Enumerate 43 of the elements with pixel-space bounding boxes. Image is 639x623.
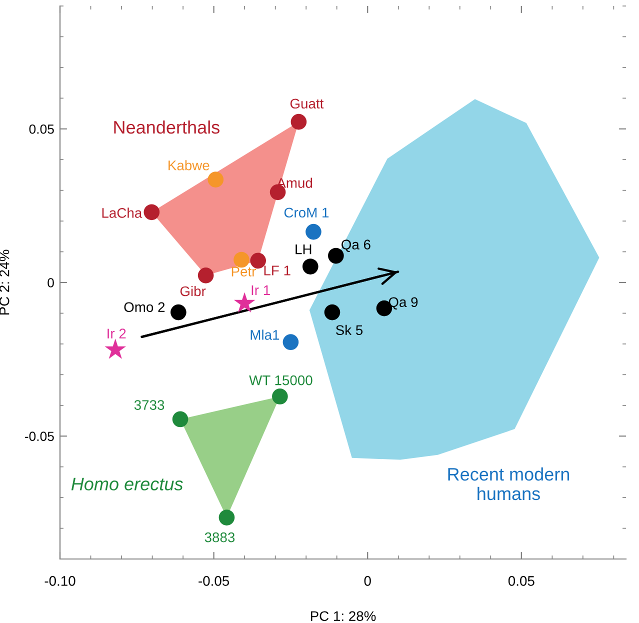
- annotation: Omo 2: [124, 302, 165, 312]
- y-tick-label: 0.05: [29, 124, 54, 134]
- point: [218, 510, 235, 526]
- point: [172, 411, 188, 428]
- point: [198, 268, 214, 284]
- annotation: Sk 5: [336, 324, 363, 336]
- point: [144, 204, 160, 220]
- x-tick-label: -0.10: [44, 576, 76, 586]
- point: [306, 224, 322, 240]
- annotation: 3733: [134, 400, 164, 410]
- annotation: Mla1: [250, 330, 280, 340]
- x-tick-label: 0: [364, 576, 371, 586]
- y-tick-label: 0: [48, 278, 54, 288]
- x-tick-label: -0.05: [198, 576, 230, 586]
- annotation: Petr: [232, 266, 256, 276]
- annotation: Ir 2: [108, 328, 126, 338]
- point: [282, 334, 299, 350]
- annotation: Qa 6: [342, 240, 370, 252]
- annotation: CroM 1: [284, 208, 329, 218]
- annotation: Kabwe: [168, 160, 210, 170]
- point: [272, 388, 288, 404]
- annotation: LaCha: [102, 208, 142, 218]
- annotation: LF 1: [264, 266, 290, 276]
- y-tick-label: -0.05: [24, 432, 54, 442]
- point: [324, 304, 340, 320]
- point: [290, 114, 307, 130]
- point: [104, 338, 126, 359]
- point: [234, 252, 250, 268]
- point: [170, 304, 186, 320]
- point: [302, 258, 318, 274]
- annotation: Homo erectus: [71, 478, 183, 490]
- x-axis-title: PC 1: 28%: [310, 611, 376, 622]
- annotation: WT 15000: [249, 375, 312, 386]
- annotation: Ir 1: [252, 285, 270, 295]
- point: [208, 172, 224, 188]
- annotation: Amud: [276, 178, 312, 188]
- annotation: Gibr: [180, 286, 206, 296]
- annotation: Guatt: [290, 98, 324, 109]
- annotation: Neanderthals: [114, 120, 220, 134]
- annotation: LH: [296, 244, 312, 254]
- annotation: 3883: [204, 532, 235, 542]
- x-tick-label: 0.05: [508, 576, 534, 586]
- annotation: Recent modern humans: [448, 467, 570, 500]
